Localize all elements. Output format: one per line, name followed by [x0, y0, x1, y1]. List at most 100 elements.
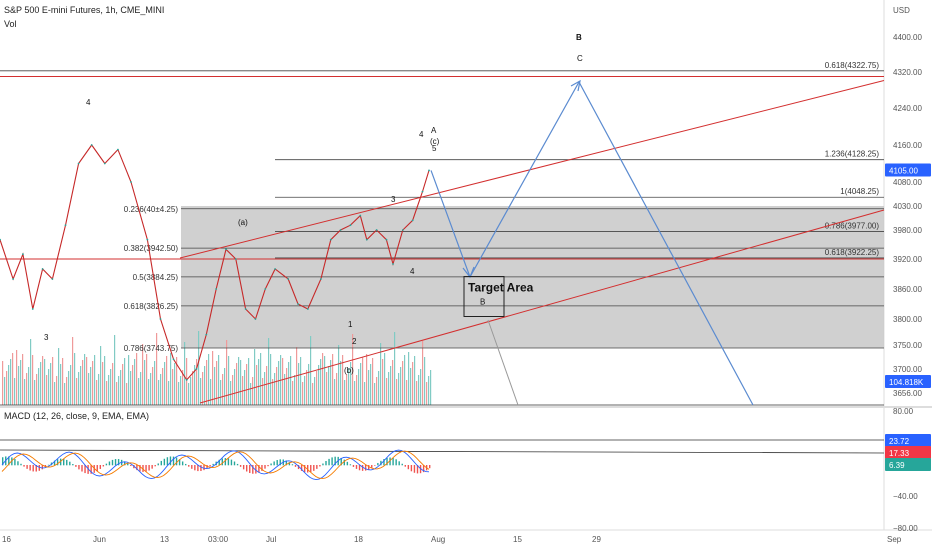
volume-bar: [326, 372, 328, 405]
lower-trend-line[interactable]: [199, 209, 885, 404]
volume-bar: [272, 379, 274, 405]
macd-histogram-bar: [185, 463, 187, 466]
macd-value-badge: 6.39: [889, 461, 905, 470]
macd-histogram-bar: [75, 465, 77, 467]
volume-bar: [70, 365, 72, 405]
volume-bar: [202, 372, 204, 405]
macd-lower-trendline[interactable]: [0, 449, 885, 454]
volume-bar: [8, 365, 10, 405]
volume-bar: [38, 368, 40, 405]
price-point: [306, 308, 309, 310]
macd-histogram-bar: [227, 458, 230, 466]
projection-path[interactable]: [430, 80, 754, 406]
macd-histogram-bar: [377, 463, 379, 466]
volume-bar: [322, 353, 324, 405]
volume-bar: [330, 360, 332, 405]
volume-bar: [92, 361, 94, 405]
macd-histogram-bar: [236, 463, 239, 466]
price-point: [287, 278, 290, 280]
volume-bar: [298, 363, 300, 405]
macd-histogram-bar: [279, 459, 281, 466]
volume-bar: [122, 364, 124, 405]
volume-bar: [32, 355, 34, 405]
price-point: [130, 181, 132, 183]
macd-histogram-bar: [66, 459, 68, 466]
volume-bar: [268, 338, 270, 405]
volume-bar: [342, 355, 344, 405]
macd-histogram-bar: [154, 465, 156, 467]
volume-bar: [344, 380, 346, 405]
upper-trend-line[interactable]: [179, 80, 885, 259]
volume-bar: [352, 334, 354, 405]
volume-bar: [338, 345, 340, 405]
volume-bar: [308, 364, 310, 405]
fib-label-right: 0.786(3977.00): [825, 221, 880, 230]
volume-bar: [386, 378, 388, 405]
price-tick-label: 4400.00: [893, 33, 922, 42]
volume-bar: [72, 337, 74, 405]
volume-bar: [230, 381, 232, 405]
fib-label-right: 0.618(3922.25): [825, 248, 880, 257]
chart-title: S&P 500 E-mini Futures, 1h, CME_MINI: [4, 5, 164, 15]
volume-bar: [394, 332, 396, 405]
price-tick-label: 4320.00: [893, 68, 922, 77]
time-tick-label: Jun: [93, 535, 106, 544]
volume-bar: [136, 353, 138, 405]
macd-histogram-bar: [59, 458, 62, 466]
volume-bar: [174, 363, 176, 405]
macd-histogram-bar: [270, 463, 272, 466]
macd-histogram-bar: [325, 461, 327, 466]
macd-histogram-bar: [160, 460, 162, 466]
macd-histogram-bar: [166, 457, 169, 466]
time-tick-label: Jul: [266, 535, 276, 544]
macd-histogram-bar: [157, 463, 159, 466]
macd-histogram-bar: [322, 463, 324, 466]
volume-bar: [102, 362, 104, 405]
volume-bar: [370, 364, 372, 405]
macd-histogram-bar: [389, 457, 391, 466]
macd-histogram-bar: [297, 465, 300, 470]
volume-bar: [320, 359, 322, 405]
macd-signal-line[interactable]: [1, 450, 430, 480]
macd-histogram-bar: [300, 465, 303, 471]
volume-bar: [80, 366, 82, 405]
volume-bar: [52, 357, 54, 405]
volume-bar: [236, 363, 238, 405]
macd-histogram-bar: [130, 465, 132, 466]
volume-bar: [312, 383, 314, 405]
volume-bar: [416, 381, 418, 405]
volume-bar: [160, 374, 162, 405]
volume-bar: [388, 372, 390, 405]
macd-histogram-bar: [267, 465, 269, 467]
price-tick-label: 3860.00: [893, 285, 922, 294]
macd-histogram-bar: [407, 465, 410, 470]
macd-histogram-bar: [288, 462, 291, 466]
volume-bar: [190, 377, 192, 405]
volume-bar: [198, 331, 200, 405]
price-point: [12, 278, 15, 280]
volume-bar: [336, 373, 338, 405]
volume-bar: [162, 368, 164, 405]
volume-bar: [4, 377, 6, 405]
macd-histogram-bar: [319, 465, 321, 467]
volume-bar: [428, 376, 430, 405]
price-point: [264, 288, 267, 290]
macd-histogram-bar: [203, 465, 205, 471]
macd-histogram-bar: [355, 465, 358, 469]
volume-badge: 104.818K: [889, 378, 924, 387]
volume-bar: [260, 353, 262, 405]
wave-label: A: [431, 126, 437, 135]
target-area-box[interactable]: [463, 276, 505, 317]
volume-bar: [54, 382, 56, 405]
volume-bar: [106, 381, 108, 405]
macd-histogram-bar: [242, 465, 245, 470]
volume-bar: [6, 371, 8, 405]
volume-bar: [112, 363, 114, 405]
price-point: [117, 148, 119, 151]
fib-label-left: 0.382(3942.50): [124, 244, 179, 253]
volume-bar: [250, 383, 252, 405]
macd-histogram-bar: [258, 465, 260, 473]
price-point: [51, 278, 54, 280]
macd-histogram-bar: [313, 465, 315, 471]
